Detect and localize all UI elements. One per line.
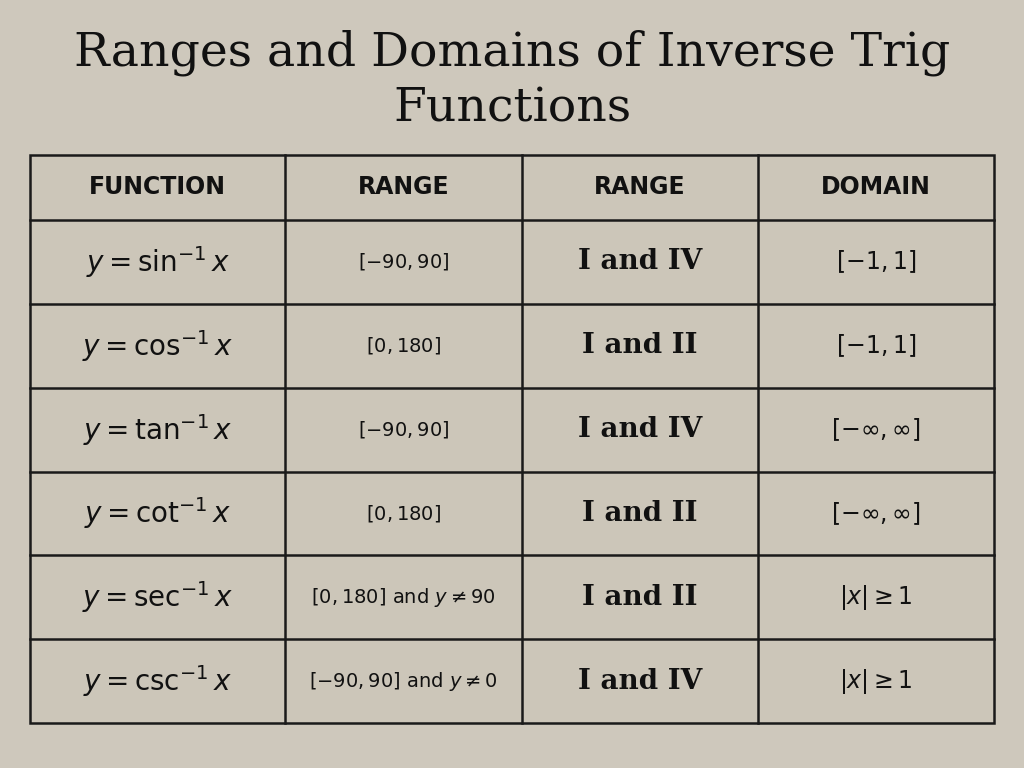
Text: $[0,180]$: $[0,180]$ xyxy=(366,503,441,524)
Text: I and II: I and II xyxy=(582,500,697,527)
Text: $[-\infty,\infty]$: $[-\infty,\infty]$ xyxy=(831,500,921,527)
Text: Ranges and Domains of Inverse Trig
Functions: Ranges and Domains of Inverse Trig Funct… xyxy=(74,29,950,132)
Text: I and II: I and II xyxy=(582,333,697,359)
Bar xyxy=(30,155,994,723)
Text: RANGE: RANGE xyxy=(594,176,685,200)
Text: RANGE: RANGE xyxy=(357,176,450,200)
Text: $[-\infty,\infty]$: $[-\infty,\infty]$ xyxy=(831,416,921,443)
Text: $[-90,90]$: $[-90,90]$ xyxy=(357,419,450,440)
Text: $|x|\geq 1$: $|x|\geq 1$ xyxy=(839,583,912,612)
Text: $y = \cos^{-1} x$: $y = \cos^{-1} x$ xyxy=(82,328,233,364)
Text: $y = \csc^{-1} x$: $y = \csc^{-1} x$ xyxy=(83,663,232,699)
Text: $y = \sec^{-1} x$: $y = \sec^{-1} x$ xyxy=(82,579,233,615)
Text: $[0,180]$: $[0,180]$ xyxy=(366,336,441,356)
Text: $|x|\geq 1$: $|x|\geq 1$ xyxy=(839,667,912,696)
Text: FUNCTION: FUNCTION xyxy=(89,176,226,200)
Text: $y = \tan^{-1} x$: $y = \tan^{-1} x$ xyxy=(83,412,232,448)
Text: $[-1,1]$: $[-1,1]$ xyxy=(836,249,916,275)
Text: I and IV: I and IV xyxy=(578,416,701,443)
Text: $y = \sin^{-1} x$: $y = \sin^{-1} x$ xyxy=(86,244,229,280)
Text: $[-90,90]$: $[-90,90]$ xyxy=(357,251,450,273)
Text: DOMAIN: DOMAIN xyxy=(821,176,931,200)
Text: $[0,180]$ and $y\neq 90$: $[0,180]$ and $y\neq 90$ xyxy=(311,586,496,609)
Text: $[-1,1]$: $[-1,1]$ xyxy=(836,333,916,359)
Text: I and IV: I and IV xyxy=(578,248,701,276)
Text: I and IV: I and IV xyxy=(578,667,701,694)
Text: I and II: I and II xyxy=(582,584,697,611)
Text: $y = \cot^{-1} x$: $y = \cot^{-1} x$ xyxy=(84,495,231,531)
Text: $[-90,90]$ and $y\neq 0$: $[-90,90]$ and $y\neq 0$ xyxy=(309,670,498,693)
